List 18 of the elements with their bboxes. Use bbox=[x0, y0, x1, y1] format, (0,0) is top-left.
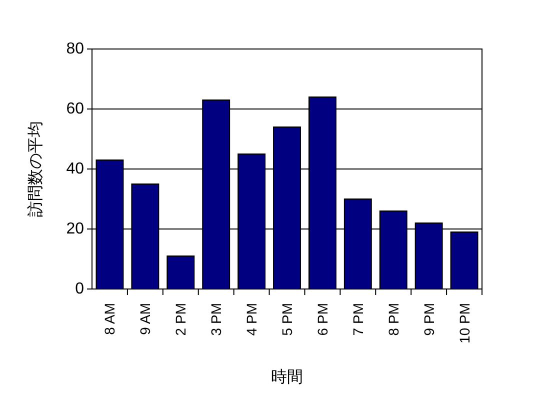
x-tick-label: 3 PM bbox=[208, 303, 224, 336]
y-tick-label: 0 bbox=[75, 280, 84, 298]
y-axis-title: 訪問数の平均 bbox=[26, 121, 44, 217]
x-tick-label: 6 PM bbox=[314, 303, 330, 336]
x-tick-label: 5 PM bbox=[279, 303, 295, 336]
x-tick-label: 10 PM bbox=[456, 303, 472, 344]
x-tick-label: 8 AM bbox=[102, 303, 118, 335]
y-tick-label: 60 bbox=[66, 100, 84, 118]
y-tick-label: 40 bbox=[66, 160, 84, 178]
y-tick-label: 80 bbox=[66, 40, 84, 58]
x-tick-label: 9 PM bbox=[420, 303, 437, 336]
x-tick-label: 4 PM bbox=[244, 303, 260, 336]
x-tick-label: 8 PM bbox=[385, 303, 402, 336]
y-tick-label: 20 bbox=[66, 220, 84, 238]
x-tick-label: 7 PM bbox=[350, 303, 366, 336]
x-axis-title: 時間 bbox=[271, 368, 303, 386]
x-tick-label: 9 AM bbox=[137, 303, 154, 335]
x-tick-label: 2 PM bbox=[172, 303, 189, 336]
